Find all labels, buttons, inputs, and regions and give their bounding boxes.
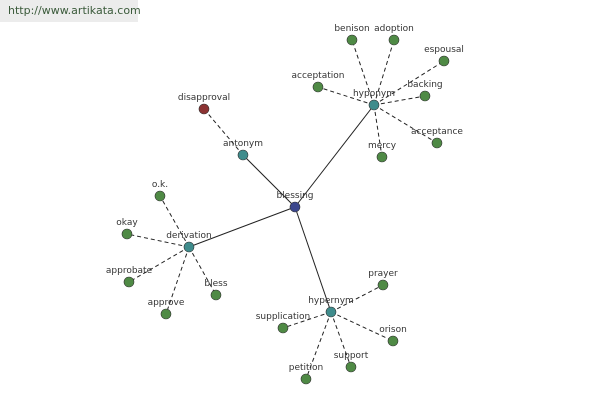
relation-node-label[interactable]: derivation xyxy=(166,231,212,241)
word-node[interactable] xyxy=(377,279,389,291)
word-node[interactable] xyxy=(388,34,400,46)
word-node-label[interactable]: backing xyxy=(407,80,442,90)
relation-edge xyxy=(188,206,296,248)
relation-edge xyxy=(242,154,296,208)
word-edge xyxy=(373,104,438,144)
word-node-label[interactable]: mercy xyxy=(368,141,397,151)
relation-node-label[interactable]: hypernym xyxy=(308,296,354,306)
word-node-label[interactable]: okay xyxy=(116,218,138,228)
relation-node-label[interactable]: antonym xyxy=(223,139,263,149)
word-node-label[interactable]: bless xyxy=(204,279,227,289)
word-node-label[interactable]: benison xyxy=(334,24,369,34)
word-edge xyxy=(373,104,383,158)
word-node[interactable] xyxy=(277,322,289,334)
word-edge xyxy=(373,39,395,106)
word-node[interactable] xyxy=(160,308,172,320)
word-node-label[interactable]: support xyxy=(334,351,369,361)
word-node-label[interactable]: prayer xyxy=(368,269,398,279)
word-edge xyxy=(128,246,190,283)
word-node-label[interactable]: approbate xyxy=(106,266,153,276)
word-edge xyxy=(188,246,217,296)
word-node[interactable] xyxy=(346,34,358,46)
word-node-label[interactable]: supplication xyxy=(256,312,311,322)
word-node-label[interactable]: petition xyxy=(289,363,324,373)
word-node-label[interactable]: disapproval xyxy=(178,93,230,103)
relation-node[interactable] xyxy=(237,149,249,161)
word-node[interactable] xyxy=(438,55,450,67)
relation-node[interactable] xyxy=(368,99,380,111)
word-edge xyxy=(330,311,394,342)
word-edge xyxy=(305,311,332,380)
word-edge xyxy=(373,95,426,106)
word-node[interactable] xyxy=(123,276,135,288)
word-node-label[interactable]: adoption xyxy=(374,24,414,34)
word-node[interactable] xyxy=(154,190,166,202)
word-node[interactable] xyxy=(198,103,210,115)
word-edge xyxy=(317,86,375,106)
word-edge xyxy=(330,311,352,368)
word-node[interactable] xyxy=(387,335,399,347)
word-node[interactable] xyxy=(312,81,324,93)
word-node-label[interactable]: espousal xyxy=(424,45,464,55)
relation-edge xyxy=(294,206,332,313)
word-node[interactable] xyxy=(345,361,357,373)
site-url[interactable]: http://www.artikata.com xyxy=(0,0,141,22)
word-node-label[interactable]: acceptance xyxy=(411,127,463,137)
relation-edge xyxy=(294,104,375,208)
word-node[interactable] xyxy=(121,228,133,240)
center-node[interactable] xyxy=(289,201,301,213)
relation-node[interactable] xyxy=(183,241,195,253)
relation-node[interactable] xyxy=(325,306,337,318)
word-node[interactable] xyxy=(419,90,431,102)
word-node[interactable] xyxy=(376,151,388,163)
word-edge xyxy=(159,195,190,248)
relation-node-label[interactable]: hyponym xyxy=(353,89,395,99)
word-node[interactable] xyxy=(300,373,312,385)
word-node-label[interactable]: o.k. xyxy=(152,180,168,190)
word-node[interactable] xyxy=(431,137,443,149)
word-edge xyxy=(203,108,244,156)
word-node[interactable] xyxy=(210,289,222,301)
word-edge xyxy=(282,311,332,329)
word-node-label[interactable]: orison xyxy=(379,325,407,335)
word-edge xyxy=(351,39,375,106)
word-edge xyxy=(126,233,190,248)
word-node-label[interactable]: acceptation xyxy=(292,71,345,81)
word-node-label[interactable]: approve xyxy=(148,298,185,308)
center-node-label[interactable]: blessing xyxy=(276,191,313,201)
word-edge xyxy=(165,246,190,315)
word-edge xyxy=(330,284,384,313)
